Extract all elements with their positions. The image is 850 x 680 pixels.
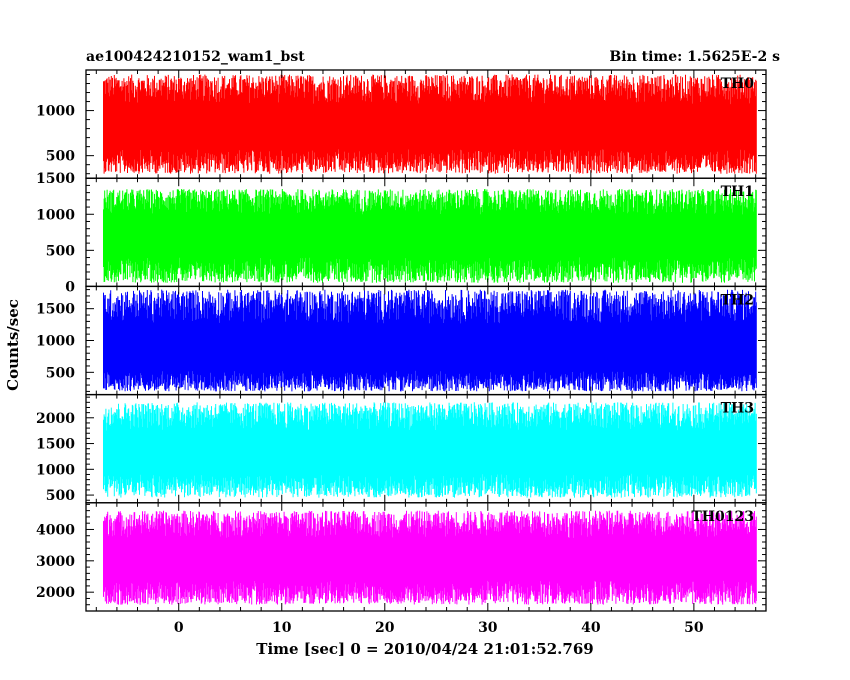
y-tick-label: 2000 (36, 411, 75, 427)
x-tick-label: 20 (375, 620, 395, 636)
y-tick-label: 1000 (36, 104, 75, 120)
y-tick-label: 3000 (36, 554, 75, 570)
y-tick-label: 500 (46, 149, 75, 165)
series-th3-trace (103, 402, 757, 498)
y-tick-label: 0 (65, 279, 75, 295)
y-tick-label: 500 (46, 365, 75, 381)
panel-th1-label: TH1 (721, 184, 754, 200)
y-tick-label: 2000 (36, 585, 75, 601)
y-tick-label: 1500 (36, 302, 75, 318)
x-axis-label: Time [sec] 0 = 2010/04/24 21:01:52.769 (256, 640, 593, 658)
panel-stack: 5001000TH0050010001500TH150010001500TH25… (36, 69, 767, 636)
panel-th0123-label: TH0123 (691, 509, 754, 525)
panel-th3-label: TH3 (721, 401, 754, 417)
x-tick-label: 30 (478, 620, 498, 636)
chart-title-left: ae100424210152_wam1_bst (86, 49, 305, 65)
y-axis-label: Counts/sec (4, 299, 22, 391)
x-tick-label: 0 (174, 620, 184, 636)
y-tick-label: 1000 (36, 334, 75, 350)
x-tick-label: 50 (684, 620, 704, 636)
y-tick-label: 500 (46, 488, 75, 504)
series-th0123-trace (103, 510, 757, 605)
chart-title-right: Bin time: 1.5625E-2 s (609, 49, 780, 65)
y-tick-label: 4000 (36, 522, 75, 538)
y-tick-label: 500 (46, 243, 75, 259)
panel-th0-label: TH0 (721, 76, 755, 92)
x-tick-label: 40 (581, 620, 601, 636)
series-th0-trace (103, 74, 757, 174)
y-tick-label: 1000 (36, 462, 75, 478)
y-tick-label: 1000 (36, 207, 75, 223)
y-tick-label: 1500 (36, 171, 75, 187)
x-tick-label: 10 (272, 620, 292, 636)
y-tick-label: 1500 (36, 437, 75, 453)
panel-th2-label: TH2 (721, 292, 754, 308)
series-th1-trace (103, 189, 757, 283)
series-th2-trace (103, 289, 757, 392)
